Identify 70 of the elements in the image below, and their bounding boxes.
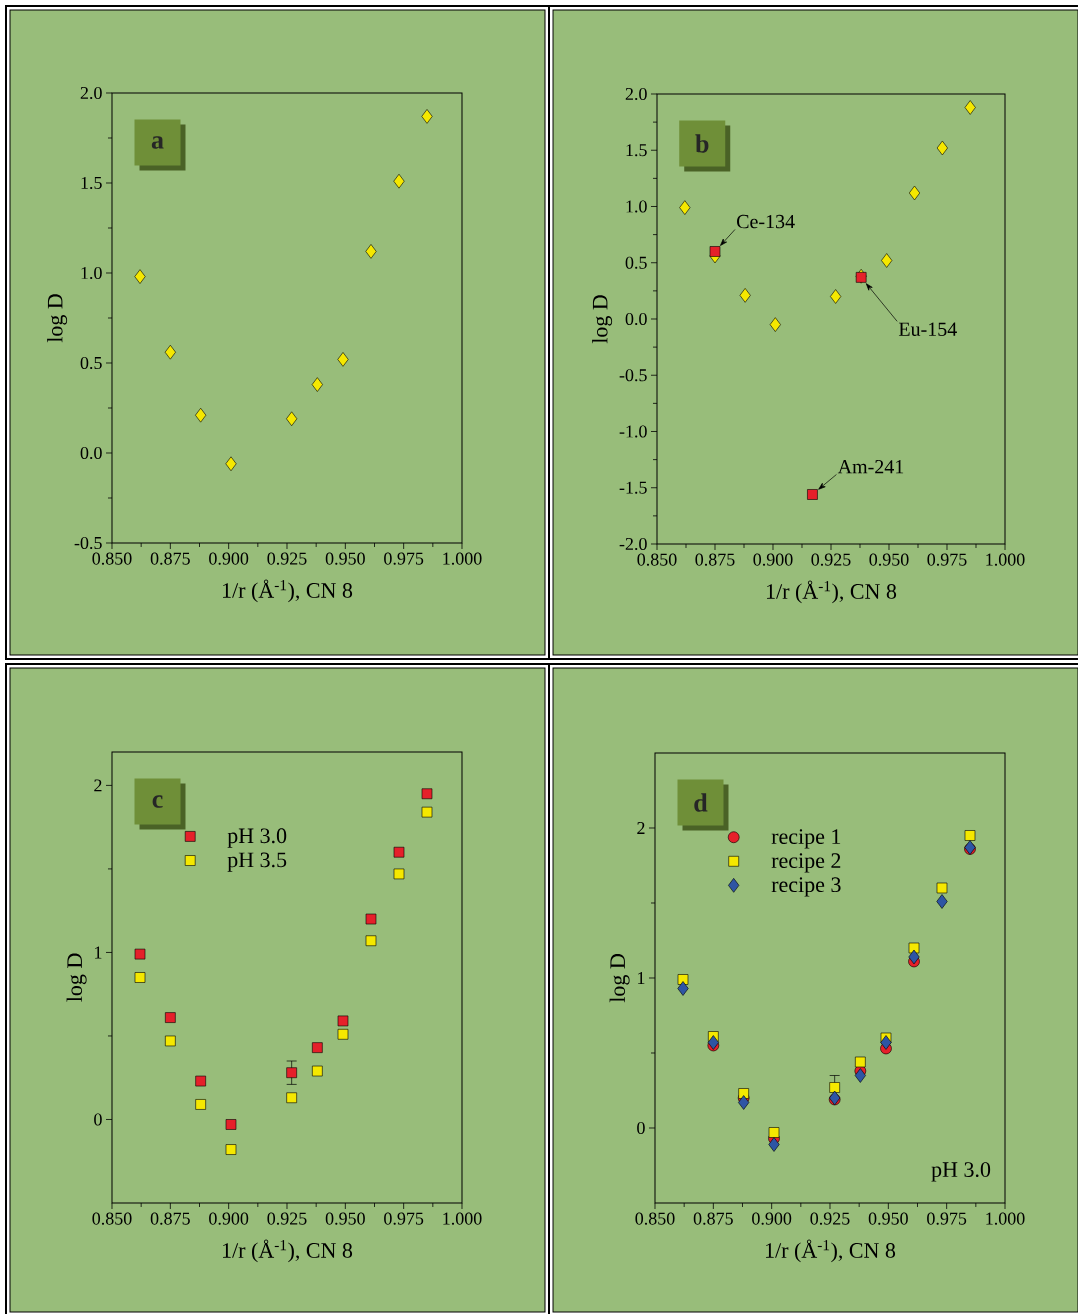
annotation: Ce-134 <box>737 214 795 229</box>
y-tick-label: -0.5 <box>619 369 647 382</box>
x-tick-label: 0.950 <box>869 553 909 566</box>
legend-label: recipe 1 <box>771 829 841 849</box>
y-tick-label: 0 <box>637 1121 645 1135</box>
legend-label: pH 3.0 <box>227 828 287 848</box>
y-tick-label: 2.0 <box>80 86 102 100</box>
y-tick-label: 1 <box>95 946 102 959</box>
y-axis-title: log D <box>66 953 87 1002</box>
legend-label: recipe 2 <box>771 853 841 873</box>
y-tick-label: 1.0 <box>626 200 647 213</box>
y-tick-label: 0 <box>94 1113 102 1126</box>
text: b <box>695 134 709 153</box>
x-tick-label: 0.925 <box>811 553 851 566</box>
x-tick-label: 0.975 <box>384 1212 424 1225</box>
x-tick-label: 0.850 <box>635 1212 675 1225</box>
text: a <box>151 136 164 149</box>
x-tick-label: 0.925 <box>267 1212 307 1225</box>
x-tick-label: 0.975 <box>927 553 967 566</box>
x-tick-label: 0.850 <box>92 552 132 565</box>
x-tick-label: 0.950 <box>868 1212 908 1225</box>
legend-label: recipe 3 <box>771 877 841 897</box>
x-tick-label: 0.925 <box>267 552 307 565</box>
y-tick-label: 0.0 <box>80 446 102 460</box>
y-tick-label: 1.0 <box>81 266 102 280</box>
annotation: pH 3.0 <box>931 1162 991 1182</box>
x-tick-label: 0.850 <box>92 1212 132 1225</box>
x-axis-title: 1/r (Å$^{-1}$), CN 8 <box>222 1239 353 1263</box>
y-tick-label: 2 <box>637 822 645 834</box>
y-tick-label: 0.5 <box>80 356 102 370</box>
y-axis-title: log D <box>592 295 613 344</box>
y-tick-label: 0.0 <box>625 312 647 326</box>
x-tick-label: 1.000 <box>986 553 1025 566</box>
y-tick-label: 2 <box>94 779 102 792</box>
x-tick-label: 0.900 <box>209 552 249 565</box>
y-tick-label: -0.5 <box>74 536 102 550</box>
x-tick-label: 0.975 <box>927 1212 967 1225</box>
x-axis-title: 1/r (Å$^{-1}$), CN 8 <box>766 580 897 604</box>
x-tick-label: 0.900 <box>209 1212 249 1225</box>
x-tick-label: 1.000 <box>443 552 482 565</box>
y-tick-label: 0.5 <box>625 256 647 269</box>
text: c <box>152 795 163 808</box>
x-tick-label: 0.875 <box>150 1212 190 1225</box>
y-tick-label: 1 <box>638 972 645 984</box>
annotation: Eu-154 <box>898 322 957 336</box>
y-axis-title: log D <box>47 294 68 343</box>
y-tick-label: 1.5 <box>81 176 102 190</box>
x-tick-label: 1.000 <box>986 1212 1025 1225</box>
y-tick-label: 2.0 <box>625 87 647 101</box>
x-tick-label: 0.850 <box>637 553 677 566</box>
text: d <box>694 793 708 812</box>
legend-label: pH 3.5 <box>227 852 287 872</box>
y-tick-label: -2.0 <box>619 537 647 551</box>
x-tick-label: 0.950 <box>325 552 365 565</box>
x-tick-label: 0.875 <box>150 552 190 565</box>
x-axis-title: 1/r (Å$^{-1}$), CN 8 <box>222 579 353 603</box>
x-tick-label: 0.950 <box>325 1212 365 1225</box>
y-tick-label: -1.0 <box>619 425 647 438</box>
x-tick-label: 0.900 <box>753 553 793 566</box>
y-tick-label: -1.5 <box>619 481 647 494</box>
annotation: Am-241 <box>837 460 904 474</box>
x-tick-label: 0.875 <box>693 1212 733 1225</box>
x-axis-title: 1/r (Å$^{-1}$), CN 8 <box>765 1239 896 1263</box>
x-tick-label: 0.975 <box>384 552 424 565</box>
x-tick-label: 0.875 <box>695 553 735 566</box>
x-tick-label: 0.925 <box>810 1212 850 1225</box>
y-axis-title: log D <box>609 954 630 1003</box>
x-tick-label: 0.900 <box>752 1212 792 1225</box>
y-tick-label: 1.5 <box>626 144 647 157</box>
x-tick-label: 1.000 <box>443 1212 482 1225</box>
